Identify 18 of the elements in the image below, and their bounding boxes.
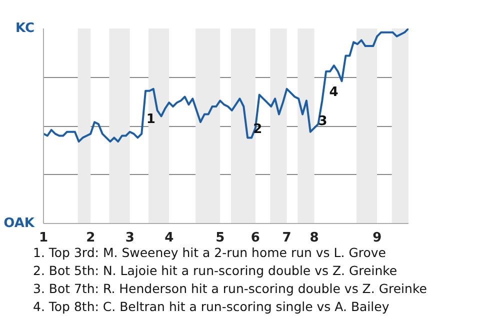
annotation: 3 — [318, 114, 328, 130]
x-tick-label: 1 — [38, 230, 48, 246]
x-tick-label: 8 — [310, 230, 319, 246]
text: 2. Bot 5th: N. Lajoie hit a run-scoring double vs Z. Greinke — [33, 263, 398, 278]
annotation: 4 — [329, 84, 338, 100]
text: 3. Bot 7th: R. Henderson hit a run-scoring double vs Z. Greinke — [33, 281, 427, 296]
x-tick-label: 4 — [164, 230, 174, 246]
x-tick-label: 7 — [282, 230, 292, 246]
x-tick-label: 5 — [216, 230, 225, 246]
annotation: 1 — [146, 112, 156, 128]
x-tick-label: 3 — [125, 230, 134, 246]
text: 4. Top 8th: C. Beltran hit a run-scoring single vs A. Bailey — [33, 299, 390, 314]
text: 1. Top 3rd: M. Sweeney hit a 2-run home run vs L. Grove — [33, 245, 386, 260]
x-tick-label: 6 — [250, 230, 260, 246]
text: KC — [15, 21, 34, 36]
x-tick-label: 9 — [372, 230, 382, 246]
text: OAK — [4, 216, 36, 231]
x-tick-label: 2 — [86, 230, 96, 246]
